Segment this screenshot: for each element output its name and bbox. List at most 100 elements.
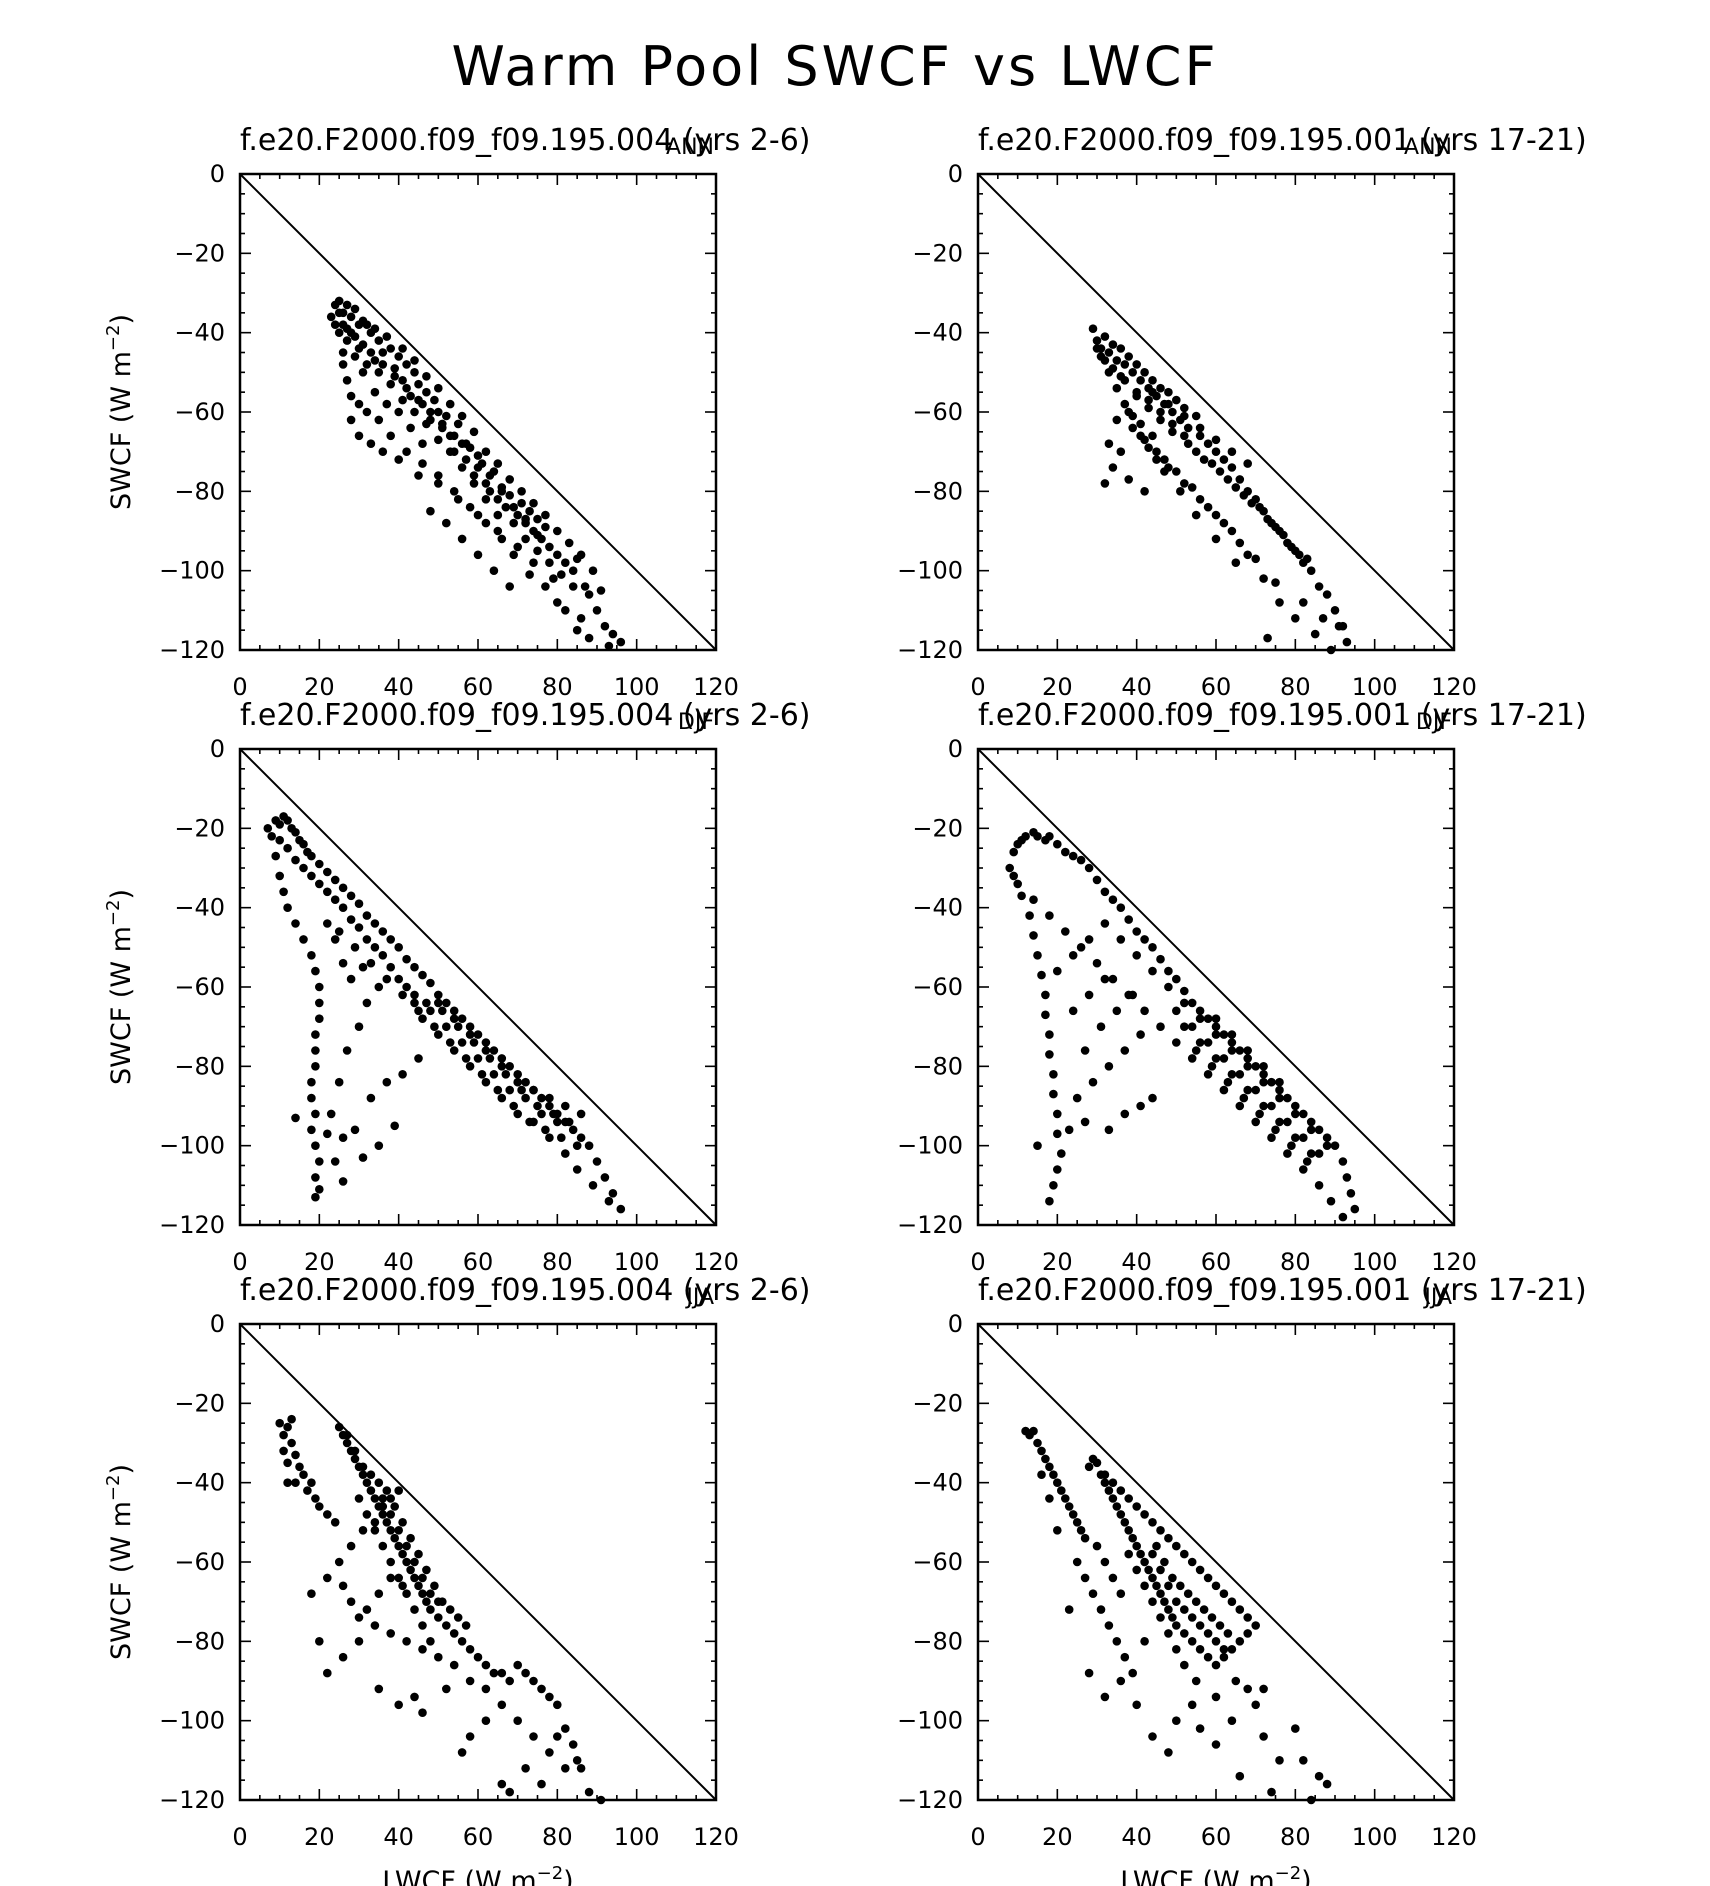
data-point (493, 1085, 503, 1095)
data-point (287, 1414, 296, 1424)
data-point (1168, 407, 1177, 417)
panel-season-label: ANN (666, 135, 714, 160)
data-point (1223, 1629, 1233, 1638)
data-point (1076, 855, 1086, 865)
data-point (1053, 1129, 1062, 1139)
data-point (323, 867, 332, 877)
data-point (382, 332, 392, 341)
data-point (422, 1597, 431, 1606)
data-point (1275, 1756, 1284, 1765)
y-tick-label: 0 (948, 160, 963, 188)
data-point (1243, 459, 1252, 468)
data-point (386, 1629, 396, 1638)
data-point (1120, 1109, 1130, 1119)
panel-3: 0 20 40 60 80 100 120 0 −20 −40 −60 −80 −100 −120 f.e2… (103, 698, 810, 1276)
data-point (513, 1077, 522, 1087)
panel-title: f.e20.F2000.f09_f09.195.004 (yrs 2-6) (240, 1273, 810, 1308)
data-point (1291, 1109, 1300, 1119)
data-point (529, 558, 538, 567)
tick-marks (977, 748, 1455, 1226)
data-point (1009, 871, 1018, 881)
data-point (354, 431, 364, 441)
data-point (1116, 1486, 1126, 1495)
data-point (1108, 895, 1118, 904)
data-point (1346, 1189, 1356, 1198)
data-point (521, 1077, 530, 1087)
data-point (497, 1700, 507, 1710)
data-point (410, 356, 419, 365)
data-point (1183, 439, 1193, 449)
x-tick-label: 0 (970, 1248, 985, 1276)
x-tick-label: 60 (1201, 673, 1232, 701)
data-point (497, 534, 507, 544)
data-point (410, 990, 419, 1000)
data-point (315, 879, 324, 889)
y-tick-label: −40 (174, 319, 225, 347)
data-point (1156, 407, 1165, 417)
data-point (1108, 463, 1118, 472)
data-point (402, 1589, 411, 1598)
data-point (406, 1533, 415, 1543)
data-point (616, 1204, 626, 1214)
x-tick-label: 40 (1121, 1248, 1152, 1276)
data-point (1064, 1605, 1074, 1614)
data-point (1041, 990, 1050, 1000)
data-point (1100, 356, 1110, 365)
data-point (1148, 1573, 1157, 1583)
y-tick-label: −20 (912, 814, 963, 842)
data-point (449, 1046, 459, 1055)
data-point (315, 859, 324, 869)
data-point (1219, 518, 1229, 528)
data-point (410, 998, 419, 1008)
data-point (382, 1077, 392, 1087)
x-tick-label: 60 (463, 1823, 494, 1851)
data-point (362, 998, 372, 1008)
data-point (358, 1470, 368, 1479)
data-point (1299, 1109, 1308, 1119)
data-point (418, 1014, 427, 1023)
data-point (1136, 431, 1145, 441)
y-tick-label: −60 (912, 1548, 963, 1576)
data-point (1275, 1093, 1284, 1103)
data-point (283, 1422, 292, 1432)
data-point (449, 1629, 459, 1638)
data-point (1009, 847, 1018, 857)
data-point (1108, 364, 1118, 373)
data-point (473, 1030, 483, 1039)
data-point (1072, 1557, 1082, 1567)
data-point (1314, 1125, 1324, 1135)
data-point (394, 352, 404, 361)
data-point (1152, 1541, 1161, 1551)
data-point (402, 1541, 411, 1551)
data-point (525, 570, 534, 579)
data-point (1080, 1117, 1090, 1127)
data-point (529, 498, 538, 508)
y-tick-label: −120 (897, 636, 963, 664)
data-point (338, 903, 348, 912)
data-point (453, 495, 463, 504)
y-tick-label: 0 (210, 735, 225, 763)
data-point (1247, 498, 1256, 508)
y-tick-label: −100 (897, 557, 963, 585)
data-point (1306, 1125, 1316, 1135)
y-tick-label: −120 (159, 1211, 225, 1239)
data-point (362, 407, 372, 417)
data-point (561, 558, 570, 567)
x-tick-label: 20 (1042, 1248, 1073, 1276)
data-point (1029, 931, 1038, 940)
data-point (370, 387, 380, 397)
data-point (323, 887, 332, 897)
data-point (402, 360, 411, 369)
data-point (1330, 1141, 1340, 1150)
reference-line (977, 173, 1455, 651)
data-point (362, 1605, 372, 1614)
y-tick-label: −80 (912, 1627, 963, 1655)
data-point (1021, 832, 1030, 841)
data-point (330, 875, 340, 885)
data-point (354, 344, 364, 353)
data-point (1259, 1077, 1268, 1087)
data-point (1116, 344, 1126, 353)
data-point (346, 891, 356, 901)
data-point (1100, 1557, 1110, 1567)
data-point (469, 427, 479, 437)
